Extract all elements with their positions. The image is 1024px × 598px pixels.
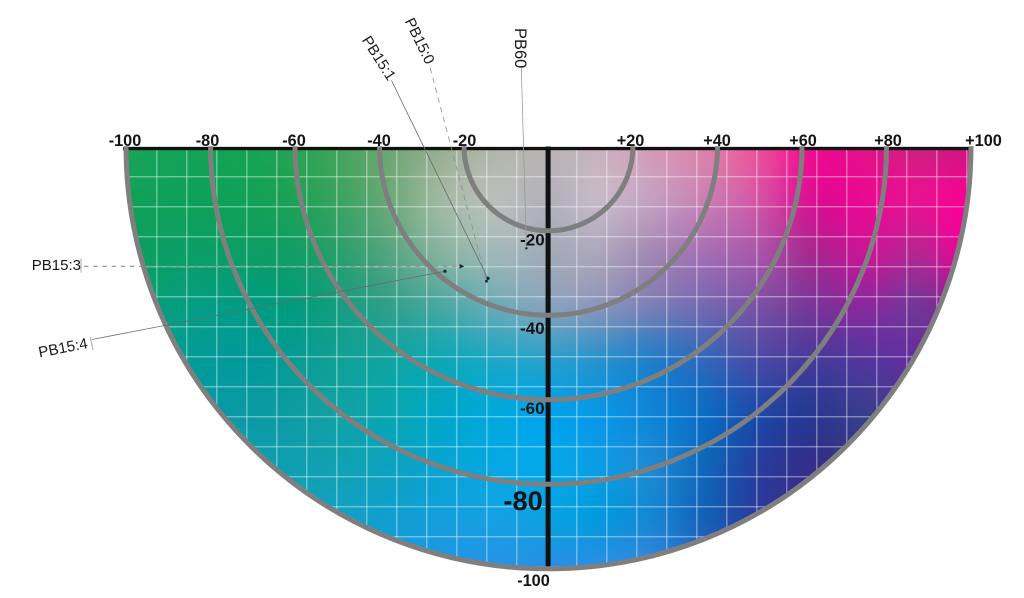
svg-text:-20: -20 xyxy=(453,132,477,150)
svg-text:-100: -100 xyxy=(517,572,550,590)
svg-text:-20: -20 xyxy=(520,231,545,250)
svg-text:-80: -80 xyxy=(196,132,220,150)
svg-text:PB15:0: PB15:0 xyxy=(401,15,438,67)
svg-text:PB15:4: PB15:4 xyxy=(37,335,89,361)
svg-text:-100: -100 xyxy=(109,132,142,150)
svg-text:-60: -60 xyxy=(282,132,306,150)
svg-text:PB15:3: PB15:3 xyxy=(32,257,81,274)
svg-text:-60: -60 xyxy=(520,399,545,418)
svg-text:PB60: PB60 xyxy=(511,28,529,68)
svg-text:+20: +20 xyxy=(617,132,645,150)
svg-text:+40: +40 xyxy=(703,132,731,150)
svg-text:-80: -80 xyxy=(503,485,542,516)
svg-text:+80: +80 xyxy=(874,132,902,150)
svg-text:PB15:1: PB15:1 xyxy=(358,33,399,84)
svg-text:+60: +60 xyxy=(789,132,817,150)
svg-text:-40: -40 xyxy=(520,319,545,338)
svg-text:+100: +100 xyxy=(965,132,1002,150)
svg-text:-40: -40 xyxy=(367,132,391,150)
